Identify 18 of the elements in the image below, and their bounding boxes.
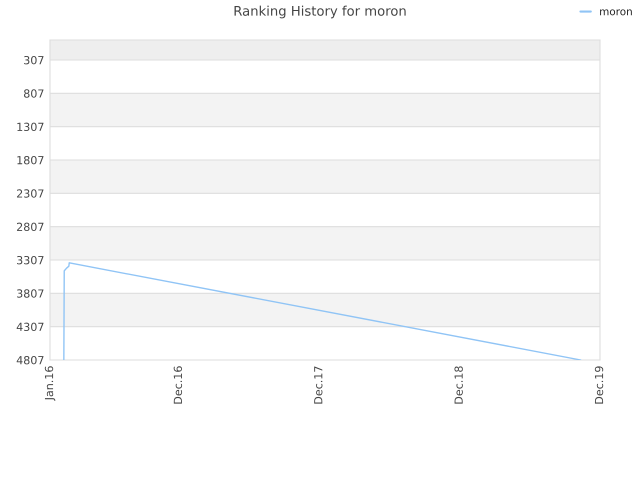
x-tick-label: Jan.16 <box>44 366 56 401</box>
y-tick-label: 1807 <box>17 156 44 164</box>
y-tick-label: 2307 <box>16 189 44 198</box>
x-tick-label: Dec.16 <box>174 366 182 404</box>
y-tick-label: 807 <box>24 89 44 98</box>
y-tick-label: 4807 <box>16 356 44 364</box>
x-tick-label: Dec.19 <box>594 366 604 404</box>
y-tick-label: 1307 <box>17 122 44 132</box>
chart-title: Ranking History for moron <box>234 6 406 18</box>
x-tick-label: Dec.18 <box>454 366 463 404</box>
y-tick-label: 3807 <box>17 289 44 298</box>
y-tick-label: 307 <box>24 56 44 64</box>
y-tick-label: 2807 <box>16 222 44 232</box>
y-tick-label: 3307 <box>17 256 44 264</box>
legend-label: moron <box>600 9 632 16</box>
y-tick-label: 4307 <box>16 322 44 332</box>
line-series <box>63 262 582 360</box>
x-tick-label: Dec.17 <box>314 366 322 404</box>
